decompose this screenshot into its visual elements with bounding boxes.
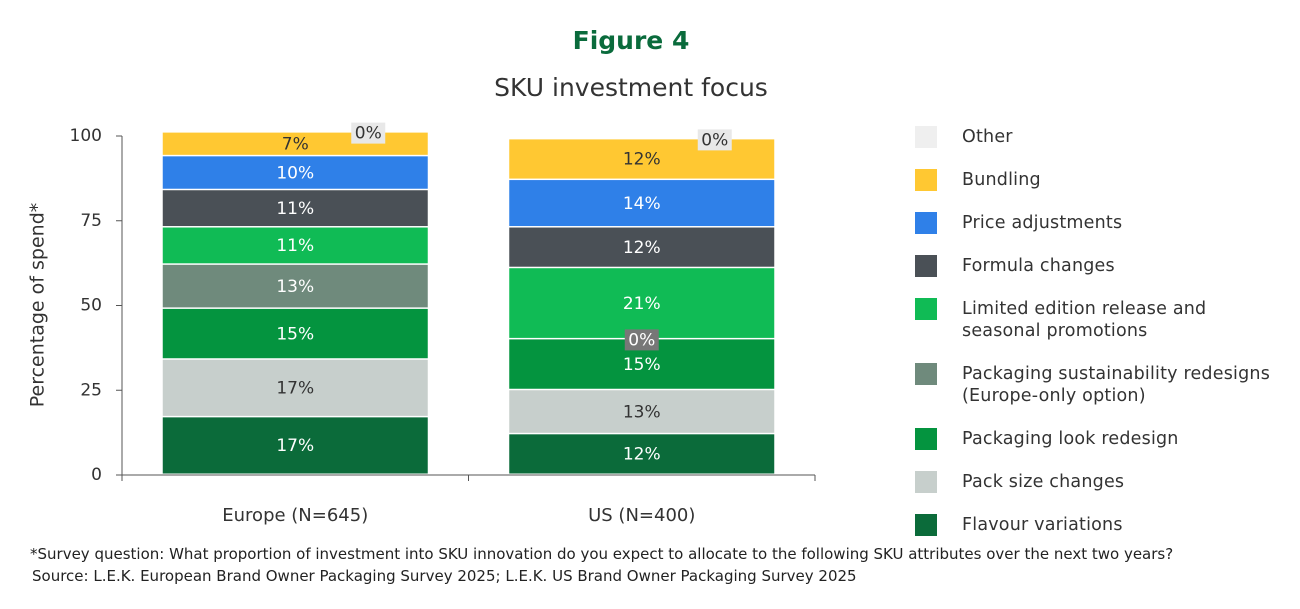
legend-swatch (915, 126, 937, 148)
legend-item: Flavour variations (915, 514, 1295, 536)
x-tick-label: Europe (N=645) (222, 505, 368, 526)
legend-swatch (915, 255, 937, 277)
value-label: 14% (623, 194, 661, 214)
y-axis-label: Percentage of spend* (27, 203, 49, 408)
y-tick-label: 0 (91, 465, 102, 485)
legend-label: Price adjustments (962, 213, 1123, 233)
value-label: 0% (701, 130, 728, 150)
value-label: 12% (623, 445, 661, 465)
y-tick-label: 50 (80, 296, 102, 316)
legend-label: Packaging sustainability redesigns (Euro… (962, 364, 1271, 406)
bar-segment (162, 190, 428, 227)
value-label: 17% (276, 436, 314, 456)
value-label: 12% (623, 150, 661, 170)
value-label: 0% (355, 124, 382, 144)
legend-label: Flavour variations (962, 515, 1123, 535)
value-label: 0% (628, 330, 655, 350)
legend-swatch (915, 298, 937, 320)
chart-title: SKU investment focus (494, 73, 768, 102)
legend-label: Pack size changes (962, 472, 1125, 492)
value-label: 17% (276, 379, 314, 399)
legend-swatch (915, 363, 937, 385)
legend-item: Limited edition release and seasonal pro… (915, 298, 1295, 342)
value-label: 12% (623, 238, 661, 258)
bar-segment (509, 227, 775, 267)
value-label: 7% (282, 134, 309, 154)
value-label-box (351, 122, 386, 144)
bar-segment (509, 390, 775, 433)
bar-segment (162, 227, 428, 264)
value-label: 15% (623, 355, 661, 375)
value-label: 21% (623, 294, 661, 314)
legend-label: Limited edition release and seasonal pro… (962, 299, 1207, 341)
legend-swatch (915, 471, 937, 493)
source: Source: L.E.K. European Brand Owner Pack… (32, 567, 857, 585)
value-label: 13% (276, 277, 314, 297)
value-label: 11% (276, 236, 314, 256)
legend-swatch (915, 428, 937, 450)
legend-item: Price adjustments (915, 212, 1295, 234)
y-tick-label: 25 (80, 380, 102, 400)
legend-swatch (915, 514, 937, 536)
legend-item: Pack size changes (915, 471, 1295, 493)
legend-item: Packaging sustainability redesigns (Euro… (915, 363, 1295, 407)
y-tick-label: 100 (70, 126, 102, 146)
value-label: 11% (276, 199, 314, 219)
value-label-box (697, 129, 732, 151)
bar-segment (162, 417, 428, 474)
footnote: *Survey question: What proportion of inv… (30, 545, 1174, 563)
footnotes: *Survey question: What proportion of inv… (30, 543, 1173, 587)
figure-label: Figure 4 (573, 26, 690, 55)
x-tick-label: US (N=400) (588, 505, 695, 526)
legend-swatch (915, 212, 937, 234)
bar-segment (162, 264, 428, 308)
legend-label: Packaging look redesign (962, 429, 1179, 449)
value-label: 15% (276, 324, 314, 344)
legend-item: Packaging look redesign (915, 428, 1295, 450)
legend-label: Bundling (962, 170, 1041, 190)
legend-item: Bundling (915, 169, 1295, 191)
bar-segment (162, 156, 428, 189)
legend-label: Formula changes (962, 256, 1115, 276)
legend-swatch (915, 169, 937, 191)
bar-segment (509, 180, 775, 227)
value-label: 10% (276, 163, 314, 183)
bar-segment (162, 308, 428, 359)
bar-segment (509, 268, 775, 338)
legend-label: Other (962, 127, 1013, 147)
legend-item: Other (915, 126, 1295, 148)
value-label: 13% (623, 402, 661, 422)
bar-segment (509, 434, 775, 474)
bar-segment (162, 359, 428, 416)
y-tick-label: 75 (80, 211, 102, 231)
legend: Other Bundling Price adjustments Formula ch… (915, 126, 1295, 557)
value-label-box (624, 329, 659, 351)
legend-item: Formula changes (915, 255, 1295, 277)
